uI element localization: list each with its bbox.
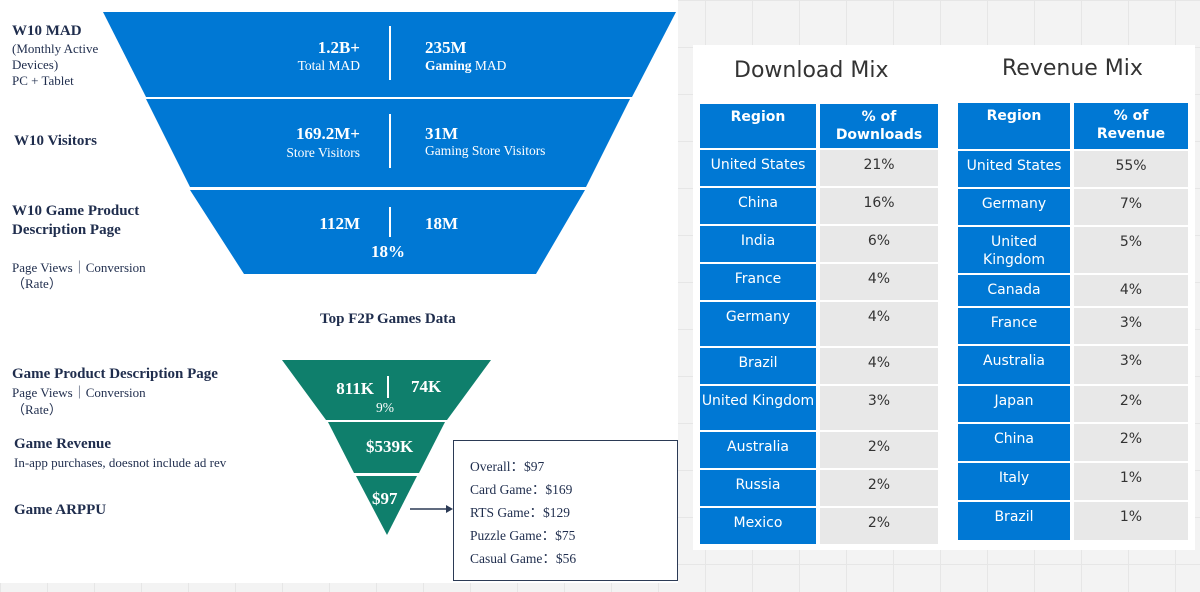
download-mix-percent-cell: 6% — [820, 226, 938, 262]
revenue-mix-region-cell: Italy — [958, 463, 1070, 500]
download-mix-percent-cell: 3% — [820, 386, 938, 430]
download-mix-region-cell: Russia — [700, 470, 816, 506]
arppu-overall: Overall：$97 — [470, 459, 545, 474]
arppu-rts-game: RTS Game：$129 — [470, 505, 571, 520]
stage-mad-right-caption-bold: Gaming — [425, 58, 472, 73]
revenue-mix-header-percent: % of Revenue — [1074, 103, 1188, 149]
game-pdp-left-value: 811K — [336, 379, 374, 398]
revenue-mix-region-cell: Australia — [958, 346, 1070, 384]
revenue-mix-percent-cell: 4% — [1074, 275, 1188, 306]
download-mix-percent-cell: 4% — [820, 302, 938, 346]
game-pdp-divider — [387, 376, 389, 398]
section-title: Top F2P Games Data — [320, 311, 456, 327]
arppu-breakdown-box: Overall：$97 Card Game：$169 RTS Game：$129… — [453, 440, 678, 581]
funnel-graphic — [103, 12, 676, 535]
stage-pdp-right-value: 18M — [425, 214, 459, 233]
stage-mad-desc-1: (Monthly Active — [12, 41, 99, 56]
download-mix-region-cell: France — [700, 264, 816, 300]
game-revenue-value: $539K — [366, 437, 414, 456]
stage-mad-desc-3: PC + Tablet — [12, 73, 74, 88]
download-mix-header-region: Region — [700, 104, 816, 148]
game-funnel-pdp — [282, 360, 491, 420]
stage-visitors-left-value: 169.2M+ — [296, 124, 360, 143]
game-arppu-title: Game ARPPU — [14, 502, 107, 518]
revenue-mix-region-cell: United Kingdom — [958, 227, 1070, 273]
game-pdp-desc-2: （Rate） — [12, 402, 62, 417]
arppu-arrow-head — [446, 505, 453, 513]
stage-pdp-left-value: 112M — [319, 214, 360, 233]
stage-pdp-desc-1: Page Views｜Conversion — [12, 260, 146, 275]
stage-visitors-title: W10 Visitors — [14, 133, 97, 149]
revenue-mix-header-region: Region — [958, 103, 1070, 149]
funnel-stage-pdp — [190, 190, 585, 274]
revenue-mix-percent-cell: 2% — [1074, 424, 1188, 461]
arppu-puzzle-game: Puzzle Game：$75 — [470, 528, 576, 543]
game-pdp-conversion: 9% — [376, 400, 394, 415]
stage-mad-right-caption: Gaming MAD — [425, 58, 506, 74]
revenue-mix-percent-cell: 1% — [1074, 502, 1188, 540]
revenue-mix-percent-cell: 2% — [1074, 386, 1188, 422]
stage-visitors-right-caption: Gaming Store Visitors — [425, 143, 546, 158]
stage-pdp-title-1: W10 Game Product — [12, 203, 140, 219]
download-mix-percent-cell: 4% — [820, 264, 938, 300]
stage-visitors-left-caption: Store Visitors — [286, 145, 360, 160]
download-mix-percent-cell: 2% — [820, 432, 938, 468]
download-mix-region-cell: China — [700, 188, 816, 224]
stage-mad-left-value: 1.2B+ — [317, 38, 360, 57]
download-mix-region-cell: United Kingdom — [700, 386, 816, 430]
revenue-mix-region-cell: China — [958, 424, 1070, 461]
revenue-mix-percent-cell: 55% — [1074, 151, 1188, 187]
stage-pdp-divider — [389, 207, 391, 237]
download-mix-region-cell: Mexico — [700, 508, 816, 544]
revenue-mix-percent-cell: 3% — [1074, 346, 1188, 384]
game-funnel-revenue — [328, 422, 445, 473]
stage-mad-left-caption: Total MAD — [297, 58, 360, 73]
download-mix-percent-cell: 16% — [820, 188, 938, 224]
game-pdp-title: Game Product Description Page — [12, 366, 218, 382]
download-mix-percent-cell: 21% — [820, 150, 938, 186]
revenue-mix-region-cell: Brazil — [958, 502, 1070, 540]
game-pdp-desc-1: Page Views｜Conversion — [12, 385, 146, 400]
stage-mad-right-value: 235M — [425, 38, 467, 57]
stage-mad-divider — [389, 26, 391, 80]
download-mix-percent-cell: 4% — [820, 348, 938, 384]
game-pdp-right-value: 74K — [411, 377, 442, 396]
arppu-card-game: Card Game：$169 — [470, 482, 573, 497]
funnel-panel: W10 MAD (Monthly Active Devices) PC + Ta… — [0, 0, 678, 583]
funnel-stage-visitors — [146, 99, 630, 187]
stage-pdp-title-2: Description Page — [12, 222, 121, 238]
download-mix-header-percent: % of Downloads — [820, 104, 938, 148]
game-arppu-value: $97 — [372, 489, 398, 508]
game-revenue-title: Game Revenue — [14, 436, 112, 452]
download-mix-region-cell: United States — [700, 150, 816, 186]
revenue-mix-region-cell: United States — [958, 151, 1070, 187]
game-revenue-sub: In-app purchases, doesnot include ad rev — [14, 455, 227, 470]
revenue-mix-percent-cell: 1% — [1074, 463, 1188, 500]
download-mix-region-cell: Australia — [700, 432, 816, 468]
download-mix-percent-cell: 2% — [820, 508, 938, 544]
game-funnel-arppu — [356, 476, 417, 535]
download-mix-title: Download Mix — [734, 58, 889, 83]
download-mix-region-cell: India — [700, 226, 816, 262]
revenue-mix-title: Revenue Mix — [1002, 56, 1143, 81]
stage-visitors-divider — [389, 114, 391, 168]
stage-mad-right-caption-rest: MAD — [471, 58, 507, 73]
revenue-mix-region-cell: France — [958, 308, 1070, 344]
revenue-mix-percent-cell: 3% — [1074, 308, 1188, 344]
arppu-casual-game: Casual Game：$56 — [470, 551, 577, 566]
download-mix-region-cell: Germany — [700, 302, 816, 346]
stage-pdp-conversion: 18% — [371, 242, 405, 261]
stage-mad-title: W10 MAD — [12, 23, 82, 39]
revenue-mix-percent-cell: 5% — [1074, 227, 1188, 273]
stage-pdp-desc-2: （Rate） — [12, 276, 62, 291]
revenue-mix-percent-cell: 7% — [1074, 189, 1188, 225]
revenue-mix-region-cell: Canada — [958, 275, 1070, 306]
stage-mad-desc-2: Devices) — [12, 57, 59, 72]
revenue-mix-region-cell: Germany — [958, 189, 1070, 225]
revenue-mix-region-cell: Japan — [958, 386, 1070, 422]
stage-visitors-right-value: 31M — [425, 124, 459, 143]
download-mix-percent-cell: 2% — [820, 470, 938, 506]
download-mix-region-cell: Brazil — [700, 348, 816, 384]
